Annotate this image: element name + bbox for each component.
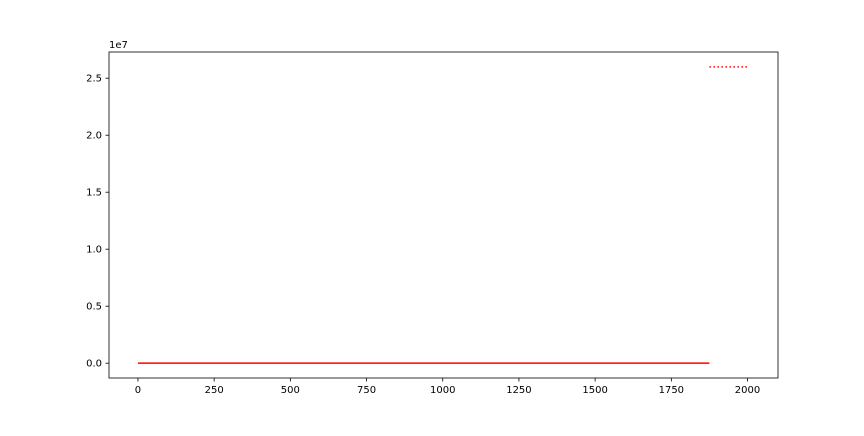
y-tick-label: 1.5 xyxy=(86,188,102,199)
x-tick-label: 1000 xyxy=(430,385,455,396)
x-tick-label: 2000 xyxy=(735,385,760,396)
y-tick-label: 1.0 xyxy=(86,245,102,256)
y-tick-label: 0.0 xyxy=(86,359,102,370)
x-tick-label: 250 xyxy=(205,385,224,396)
x-axis: 0 250 500 750 1000 1250 1500 1750 2000 xyxy=(135,378,760,396)
series-layer xyxy=(137,66,748,364)
y-tick-label: 2.0 xyxy=(86,131,102,142)
x-tick-label: 750 xyxy=(357,385,376,396)
plot-background xyxy=(109,52,778,378)
y-axis-offset-label: 1e7 xyxy=(109,40,128,51)
y-tick-label: 0.5 xyxy=(86,302,102,313)
y-axis: 0.0 0.5 1.0 1.5 2.0 2.5 xyxy=(86,74,109,370)
x-tick-label: 1500 xyxy=(582,385,607,396)
x-tick-label: 0 xyxy=(135,385,141,396)
x-tick-label: 1250 xyxy=(506,385,531,396)
plot-frame xyxy=(108,51,779,379)
x-tick-label: 1750 xyxy=(659,385,684,396)
x-tick-label: 500 xyxy=(281,385,300,396)
y-tick-label: 2.5 xyxy=(86,74,102,85)
